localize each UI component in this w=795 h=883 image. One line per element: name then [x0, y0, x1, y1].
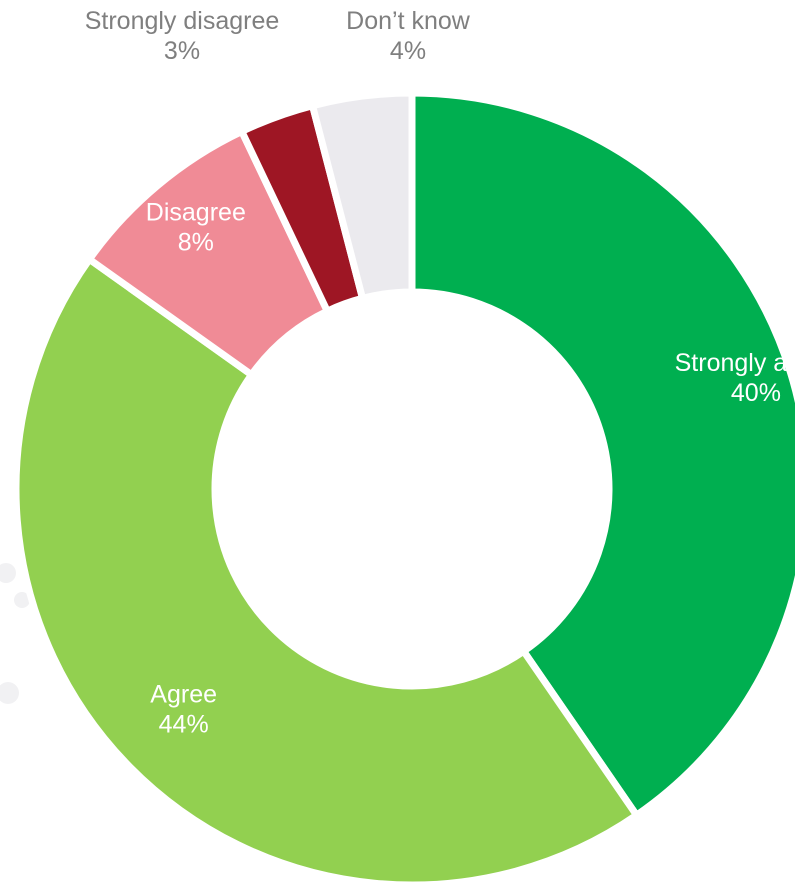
decoration-dot — [0, 563, 16, 583]
slice-label-value: 44% — [159, 711, 209, 739]
donut-slices — [12, 89, 795, 883]
slice-label: Disagree 8% — [146, 198, 246, 256]
slice-label-name: Don’t know — [346, 7, 471, 35]
slice-label-name: Strongly agree — [675, 349, 795, 377]
slice-label-value: 3% — [164, 37, 200, 65]
slice-label: Agree 44% — [150, 681, 217, 739]
slice-agree — [12, 254, 642, 883]
slice-label-value: 40% — [731, 379, 781, 407]
slice-label-name: Agree — [150, 681, 217, 709]
slice-label: Don’t know 4% — [346, 7, 471, 65]
slice-label-value: 4% — [390, 37, 426, 65]
slice-label-name: Strongly disagree — [85, 7, 280, 35]
decoration-dot — [0, 682, 19, 704]
decoration-dot — [14, 592, 30, 608]
slice-label: Strongly agree40% — [675, 349, 795, 407]
slice-don-t-know — [308, 89, 416, 303]
slice-label: Strongly disagree 3% — [85, 7, 280, 65]
slice-strongly-agree — [408, 89, 795, 821]
slice-label-name: Disagree — [146, 198, 246, 226]
slice-label-value: 8% — [178, 228, 214, 256]
